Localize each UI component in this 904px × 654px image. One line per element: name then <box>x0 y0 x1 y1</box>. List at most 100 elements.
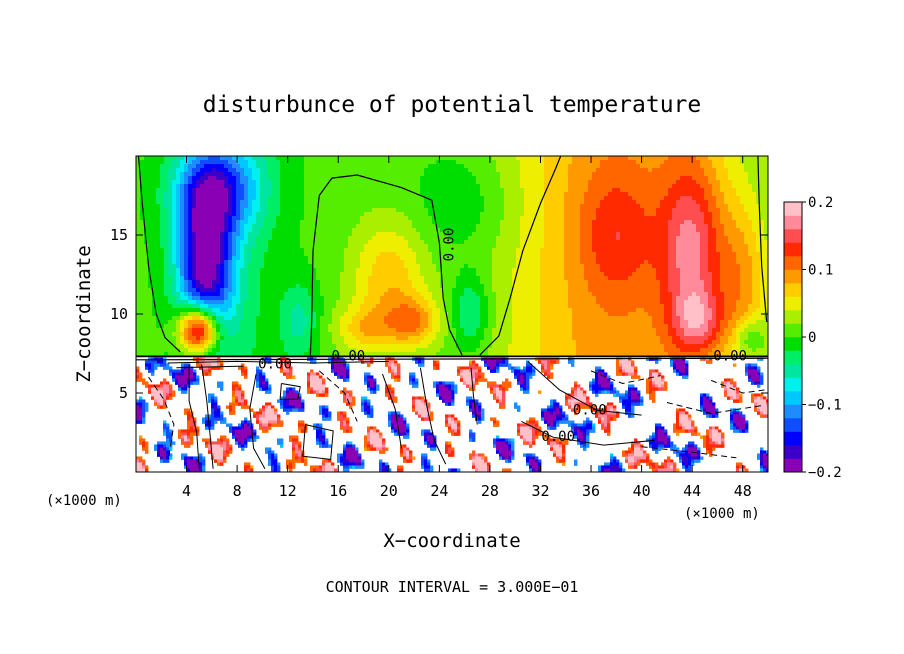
field-cell <box>372 224 377 229</box>
field-cell <box>328 260 333 265</box>
field-cell <box>388 196 393 201</box>
field-cell <box>708 172 713 177</box>
field-cell <box>300 172 305 177</box>
field-cell <box>576 172 581 177</box>
field-cell <box>584 232 589 237</box>
field-cell <box>396 156 401 161</box>
field-cell <box>692 220 697 225</box>
field-cell <box>584 176 589 181</box>
field-cell <box>312 220 317 225</box>
field-cell <box>404 204 409 209</box>
field-cell <box>180 200 185 205</box>
field-cell <box>276 192 281 197</box>
field-cell <box>660 276 665 281</box>
field-cell <box>476 240 481 245</box>
field-cell <box>264 272 269 277</box>
field-cell <box>472 180 477 185</box>
field-cell <box>320 184 325 189</box>
field-cell <box>228 232 233 237</box>
field-cell <box>684 188 689 193</box>
field-cell <box>540 224 545 229</box>
field-cell <box>172 216 177 221</box>
field-cell <box>244 272 249 277</box>
field-cell <box>396 240 401 245</box>
field-cell <box>376 244 381 249</box>
field-cell <box>600 264 605 269</box>
field-cell <box>404 164 409 169</box>
field-cell <box>404 220 409 225</box>
field-cell <box>308 260 313 265</box>
field-cell <box>680 260 685 265</box>
field-cell <box>156 192 161 197</box>
field-cell <box>748 244 753 249</box>
field-cell <box>312 244 317 249</box>
field-cell <box>756 256 761 261</box>
field-cell <box>484 272 489 277</box>
field-cell <box>508 268 513 273</box>
field-cell <box>584 248 589 253</box>
field-cell <box>352 236 357 241</box>
field-cell <box>424 228 429 233</box>
field-cell <box>204 260 209 265</box>
field-cell <box>764 168 768 173</box>
field-cell <box>704 172 709 177</box>
field-cell <box>360 268 365 273</box>
field-cell <box>224 192 229 197</box>
field-cell <box>500 252 505 257</box>
field-cell <box>444 188 449 193</box>
field-cell <box>712 220 717 225</box>
field-cell <box>548 156 553 161</box>
field-cell <box>400 156 405 161</box>
field-cell <box>648 236 653 241</box>
field-cell <box>512 188 517 193</box>
field-cell <box>488 196 493 201</box>
field-cell <box>672 236 677 241</box>
field-cell <box>356 180 361 185</box>
field-cell <box>300 160 305 165</box>
field-cell <box>316 156 321 161</box>
field-cell <box>632 272 637 277</box>
field-cell <box>288 256 293 261</box>
field-cell <box>672 224 677 229</box>
field-cell <box>508 200 513 205</box>
field-cell <box>628 212 633 217</box>
field-cell <box>740 196 745 201</box>
field-cell <box>612 252 617 257</box>
field-cell <box>728 224 733 229</box>
field-cell <box>320 208 325 213</box>
field-cell <box>644 252 649 257</box>
field-cell <box>372 268 377 273</box>
field-cell <box>584 264 589 269</box>
field-cell <box>604 176 609 181</box>
field-cell <box>420 212 425 217</box>
field-cell <box>592 160 597 165</box>
field-cell <box>424 272 429 277</box>
field-cell <box>760 188 765 193</box>
field-cell <box>372 220 377 225</box>
field-cell <box>620 248 625 253</box>
field-cell <box>280 228 285 233</box>
field-cell <box>628 276 633 281</box>
field-cell <box>660 172 665 177</box>
field-cell <box>176 276 181 281</box>
field-cell <box>656 164 661 169</box>
field-cell <box>308 180 313 185</box>
field-cell <box>704 208 709 213</box>
field-cell <box>548 260 553 265</box>
field-cell <box>404 168 409 173</box>
field-cell <box>296 212 301 217</box>
field-cell <box>632 240 637 245</box>
field-cell <box>612 272 617 277</box>
field-cell <box>240 260 245 265</box>
field-cell <box>564 260 569 265</box>
field-cell <box>232 228 237 233</box>
field-cell <box>180 204 185 209</box>
field-cell <box>460 188 465 193</box>
field-cell <box>196 236 201 241</box>
field-cell <box>276 248 281 253</box>
field-cell <box>660 248 665 253</box>
field-cell <box>444 248 449 253</box>
field-cell <box>676 200 681 205</box>
field-cell <box>472 272 477 277</box>
field-cell <box>704 200 709 205</box>
